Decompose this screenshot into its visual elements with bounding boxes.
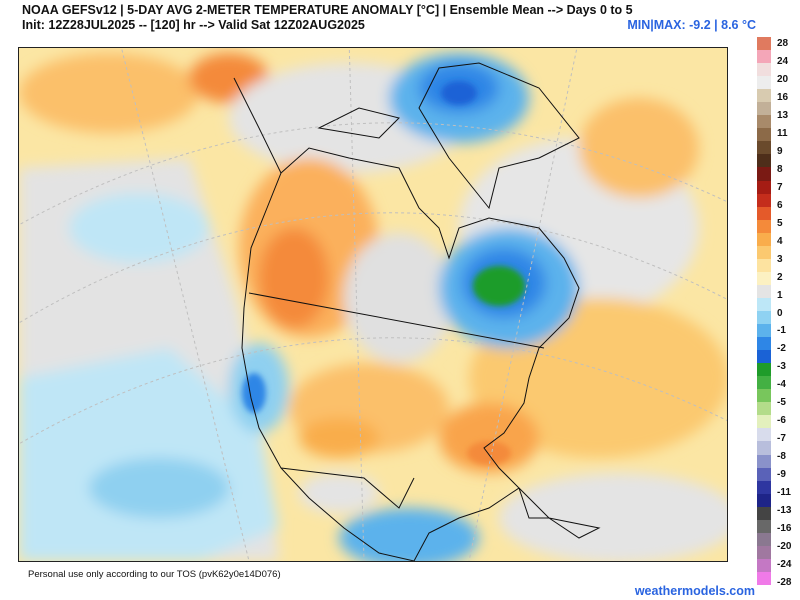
- legend-label: -24: [777, 559, 792, 571]
- legend-swatch: [757, 545, 771, 560]
- central-canada-neutral: [344, 233, 454, 363]
- legend-label: 9: [777, 145, 783, 157]
- legend-swatch: [757, 167, 771, 182]
- quebec-core: [473, 266, 525, 306]
- legend-label: -16: [777, 523, 792, 535]
- legend-swatch: [757, 493, 771, 508]
- legend-swatch: [757, 415, 771, 429]
- legend-label: 16: [777, 91, 789, 103]
- legend-swatch: [757, 89, 771, 103]
- legend-swatch: [757, 258, 771, 273]
- legend-swatch: [757, 363, 771, 377]
- legend-swatch: [757, 389, 771, 403]
- legend-swatch: [757, 519, 771, 534]
- brand-link[interactable]: weathermodels.com: [634, 584, 755, 598]
- chart-subtitle: Init: 12Z28JUL2025 -- [120] hr --> Valid…: [22, 18, 365, 32]
- legend-swatch: [757, 441, 771, 456]
- alaska-warm: [19, 53, 199, 133]
- min-max-readout: MIN|MAX: -9.2 | 8.6 °C: [627, 18, 756, 32]
- legend-label: 3: [777, 253, 783, 265]
- legend-label: 13: [777, 109, 789, 121]
- pacific-cool-blob: [69, 193, 209, 263]
- coastlines: [233, 62, 601, 561]
- legend-swatch: [757, 63, 771, 77]
- legend-swatch: [757, 180, 771, 195]
- legend-swatch: [757, 245, 771, 260]
- legend-label: -13: [777, 505, 792, 517]
- legend-label: -6: [777, 415, 786, 427]
- legend-swatch: [757, 467, 771, 482]
- legend-swatch: [757, 206, 771, 221]
- pacific-cool: [19, 348, 279, 561]
- legend-swatch: [757, 571, 771, 586]
- legend-label: 11: [777, 127, 788, 139]
- legend-label: 2: [777, 271, 783, 283]
- anomaly-map: [18, 47, 728, 562]
- legend-label: -28: [777, 577, 792, 588]
- color-legend: [757, 37, 771, 586]
- legend-swatch: [757, 311, 771, 325]
- legend-swatch: [757, 350, 771, 364]
- legend-label: -7: [777, 433, 786, 445]
- legend-label: -5: [777, 397, 786, 409]
- legend-swatch: [757, 232, 771, 247]
- legend-swatch: [757, 115, 771, 129]
- graticule: [19, 48, 727, 561]
- tos-notice: Personal use only according to our TOS (…: [28, 569, 281, 580]
- legend-label: 20: [777, 73, 789, 85]
- legend-label: -9: [777, 469, 786, 481]
- legend-label: 28: [777, 38, 789, 49]
- legend-swatch: [757, 558, 771, 573]
- legend-swatch: [757, 193, 771, 208]
- legend-swatch: [757, 506, 771, 521]
- legend-label: 24: [777, 55, 789, 67]
- legend-swatch: [757, 219, 771, 234]
- legend-swatch: [757, 284, 771, 299]
- legend-label: -1: [777, 325, 786, 337]
- caribbean-neutral: [499, 473, 727, 561]
- legend-swatch: [757, 402, 771, 416]
- legend-swatch: [757, 324, 771, 338]
- legend-label: -8: [777, 451, 786, 463]
- chart-title: NOAA GEFSv12 | 5-DAY AVG 2-METER TEMPERA…: [22, 3, 633, 17]
- southeast-us-warm: [439, 403, 539, 473]
- legend-swatch: [757, 154, 771, 168]
- legend-label: 4: [777, 235, 783, 247]
- legend-label: 6: [777, 199, 783, 211]
- mexico-cool: [339, 508, 479, 561]
- map-canvas: [19, 48, 727, 561]
- legend-swatch: [757, 141, 771, 155]
- legend-swatch: [757, 376, 771, 390]
- legend-swatch: [757, 428, 771, 442]
- legend-label: -3: [777, 361, 786, 373]
- legend-label: 7: [777, 181, 783, 193]
- legend-swatch: [757, 454, 771, 469]
- legend-label: 0: [777, 307, 783, 319]
- legend-label: 1: [777, 289, 783, 301]
- legend-label: -2: [777, 343, 786, 355]
- legend-swatch: [757, 37, 771, 51]
- legend-label: -4: [777, 379, 786, 391]
- legend-swatch: [757, 297, 771, 312]
- legend-swatch: [757, 128, 771, 142]
- legend-swatch: [757, 480, 771, 495]
- legend-swatch: [757, 50, 771, 64]
- legend-label: 8: [777, 163, 783, 175]
- legend-swatch: [757, 102, 771, 116]
- legend-swatch: [757, 337, 771, 351]
- legend-swatch: [757, 76, 771, 90]
- legend-label: 5: [777, 217, 783, 229]
- legend-swatch: [757, 271, 771, 286]
- legend-label: -20: [777, 541, 792, 553]
- legend-swatch: [757, 532, 771, 547]
- legend-label: -11: [777, 487, 791, 499]
